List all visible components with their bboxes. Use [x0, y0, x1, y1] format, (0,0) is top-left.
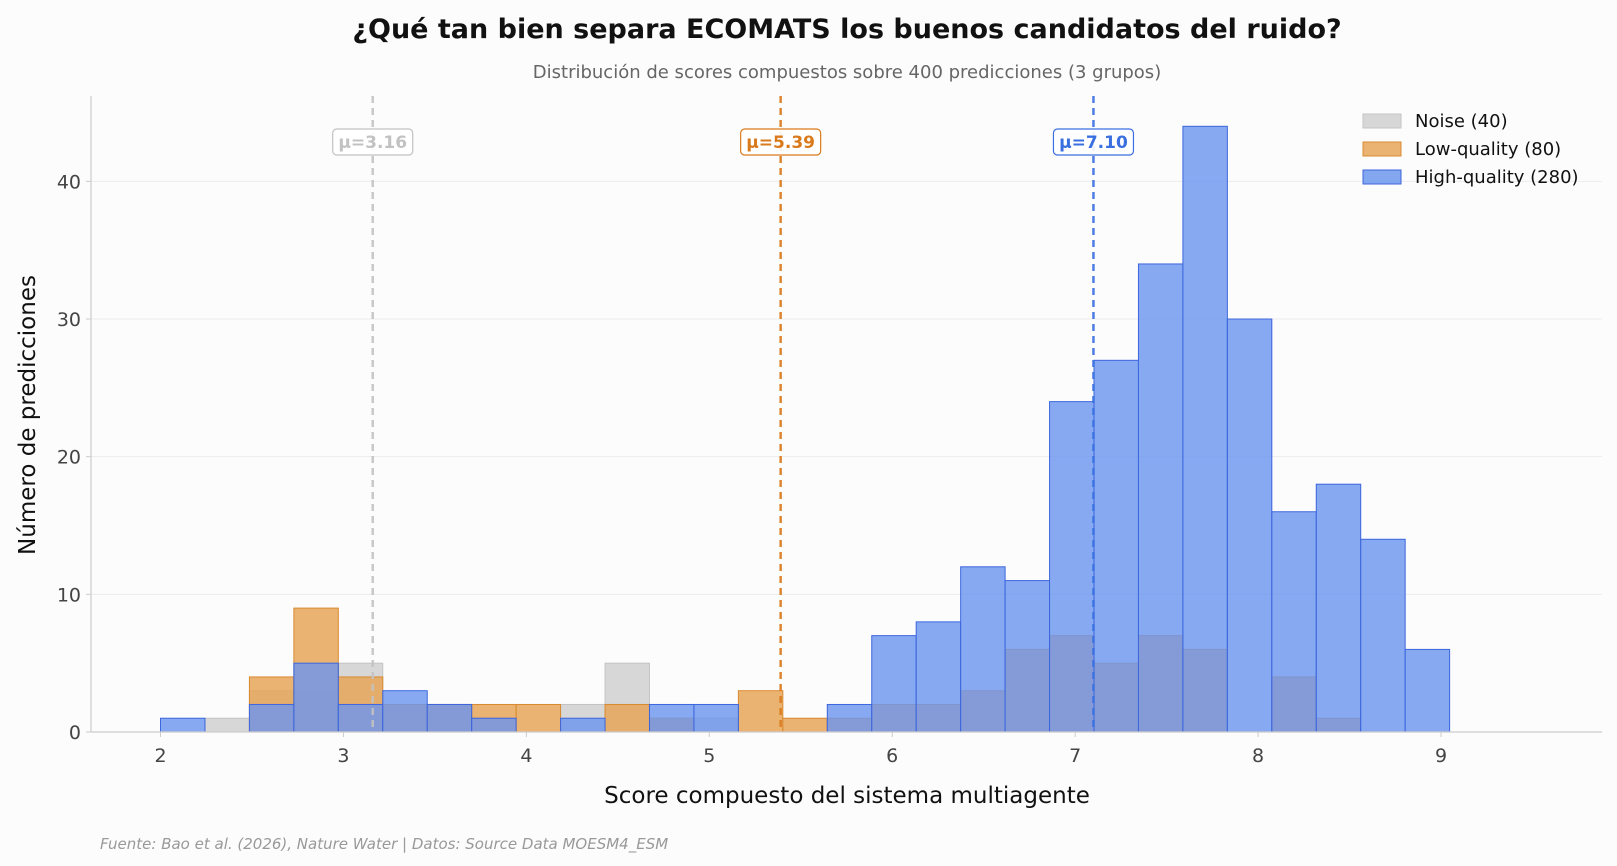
x-tick-label-9: 9	[1435, 745, 1447, 767]
mean-lines: μ=3.16 μ=5.39 μ=7.10	[332, 96, 1135, 732]
bar-series2-bin0	[160, 717, 206, 733]
mean-label-1: μ=5.39	[746, 133, 815, 153]
x-tick-label-6: 6	[886, 745, 898, 767]
chart-subtitle: Distribución de scores compuestos sobre …	[533, 62, 1161, 83]
bar-series2-bin25	[1271, 511, 1317, 733]
bar-series2-bin4	[337, 703, 384, 733]
legend-label-2: High-quality (280)	[1415, 167, 1579, 188]
bar-series2-bin2	[248, 703, 295, 733]
bar-series2-bin21	[1093, 359, 1139, 733]
x-tick-label-3: 3	[337, 745, 349, 767]
legend: Noise (40) Low-quality (80) High-quality (…	[1362, 111, 1579, 188]
bar-series2-bin17	[915, 621, 962, 733]
mean-label-box-0	[332, 128, 414, 156]
y-tick-label-30: 30	[57, 309, 81, 331]
y-tick-label-20: 20	[57, 447, 81, 469]
mean-label-box-1	[740, 128, 822, 156]
bar-series2-bin7	[471, 717, 517, 733]
bar-series2-bin26	[1315, 483, 1362, 733]
bar-series2-bin6	[426, 703, 473, 733]
bar-series1-bin10	[604, 703, 650, 733]
source-note: Fuente: Bao et al. (2026), Nature Water …	[100, 835, 668, 854]
tick-labels: 2 3 4 5 6 7 8 9 0 10 20 30 40	[57, 171, 1447, 767]
bar-series2-bin22	[1137, 263, 1184, 733]
legend-label-0: Noise (40)	[1415, 111, 1508, 132]
axes	[90, 96, 1602, 733]
x-axis-label: Score compuesto del sistema multiagente	[604, 783, 1090, 809]
legend-swatch-2	[1362, 169, 1402, 185]
bar-series2-bin11	[648, 703, 695, 733]
legend-label-1: Low-quality (80)	[1415, 139, 1561, 160]
bar-series2-bin15	[826, 703, 873, 733]
mean-label-box-2	[1052, 128, 1135, 156]
legend-swatch-0	[1362, 113, 1402, 129]
chart-title: ¿Qué tan bien separa ECOMATS los buenos …	[352, 14, 1341, 45]
bar-series2-bin12	[693, 703, 739, 733]
bar-series2-bin18	[960, 566, 1006, 733]
bar-series0-bin1	[204, 717, 250, 733]
mean-label-0: μ=3.16	[338, 133, 407, 153]
bar-series2-bin24	[1226, 318, 1273, 733]
y-axis-label: Número de predicciones	[15, 275, 41, 555]
series-2	[160, 125, 1451, 733]
bar-series2-bin28	[1404, 648, 1451, 733]
x-tick-label-4: 4	[520, 745, 532, 767]
bar-series2-bin23	[1182, 125, 1228, 733]
x-tick-label-7: 7	[1069, 745, 1081, 767]
histogram-bars	[160, 125, 1451, 733]
bar-series2-bin19	[1004, 580, 1051, 733]
mean-label-2: μ=7.10	[1059, 133, 1128, 153]
bar-series2-bin20	[1049, 401, 1095, 733]
x-tick-label-8: 8	[1252, 745, 1264, 767]
gridlines	[91, 180, 1602, 595]
y-tick-label-0: 0	[69, 722, 81, 744]
bar-series2-bin27	[1360, 538, 1406, 733]
x-tick-label-5: 5	[703, 745, 715, 767]
bar-series2-bin16	[871, 635, 917, 733]
bar-series1-bin14	[782, 717, 828, 733]
bar-series2-bin9	[560, 717, 606, 733]
bar-series2-bin3	[293, 662, 339, 733]
bar-series1-bin8	[515, 703, 562, 733]
bar-series1-bin13	[737, 690, 784, 733]
y-tick-label-40: 40	[57, 171, 81, 193]
bar-series2-bin5	[382, 690, 428, 733]
x-tick-label-2: 2	[154, 745, 166, 767]
legend-swatch-1	[1362, 141, 1402, 157]
y-tick-label-10: 10	[57, 584, 81, 606]
